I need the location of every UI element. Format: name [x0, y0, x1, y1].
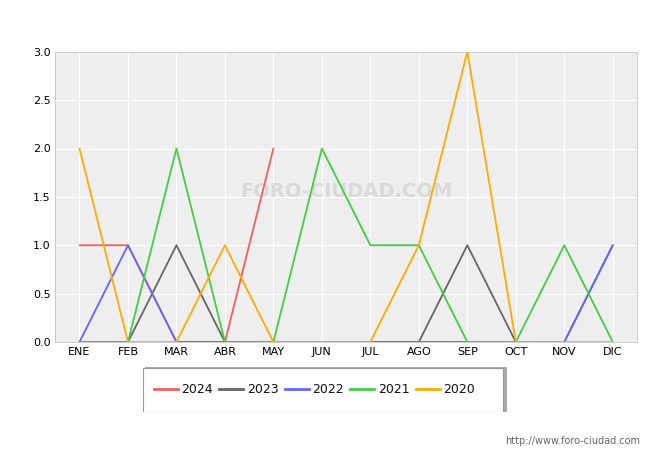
Text: http://www.foro-ciudad.com: http://www.foro-ciudad.com [505, 436, 640, 446]
FancyBboxPatch shape [143, 368, 503, 412]
Text: FORO-CIUDAD.COM: FORO-CIUDAD.COM [240, 181, 452, 201]
FancyBboxPatch shape [145, 367, 507, 414]
Text: 2021: 2021 [378, 383, 410, 396]
Text: 2024: 2024 [181, 383, 213, 396]
Text: 2023: 2023 [247, 383, 278, 396]
Text: Matriculaciones de Vehiculos en Albillos: Matriculaciones de Vehiculos en Albillos [160, 16, 490, 34]
Text: 2020: 2020 [443, 383, 475, 396]
Text: 2022: 2022 [312, 383, 344, 396]
